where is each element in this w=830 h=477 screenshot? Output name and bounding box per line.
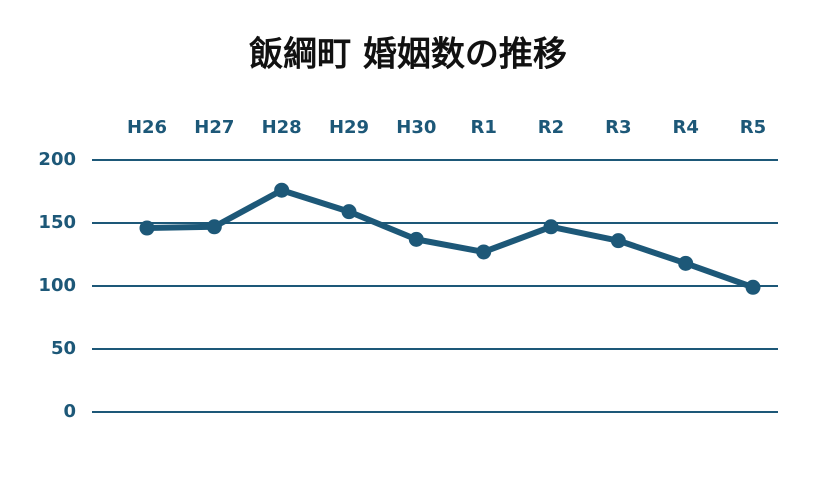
point: [678, 255, 694, 271]
y-tick-label: 0: [63, 401, 76, 422]
x-tick-label: H30: [396, 117, 436, 138]
chart-title: 飯綱町 婚姻数の推移: [249, 35, 567, 75]
x-tick-label: R5: [740, 117, 766, 138]
x-tick-label: R4: [672, 117, 698, 138]
x-tick-label: H28: [262, 117, 302, 138]
y-tick-label: 100: [38, 275, 76, 296]
y-tick-label: 150: [38, 212, 76, 233]
y-tick-label: 200: [38, 149, 76, 170]
line: [146, 187, 755, 291]
point: [408, 231, 424, 247]
point: [341, 204, 357, 220]
point: [543, 219, 559, 235]
point: [206, 219, 222, 235]
x-tick-label: R2: [538, 117, 564, 138]
point: [745, 279, 761, 295]
x-tick-label: H27: [194, 117, 234, 138]
x-tick-label: H26: [127, 117, 167, 138]
point: [274, 182, 290, 198]
point: [610, 233, 626, 249]
x-tick-label: R3: [605, 117, 631, 138]
point: [476, 244, 492, 260]
x-tick-label: R1: [470, 117, 496, 138]
y-tick-label: 50: [51, 338, 76, 359]
point: [139, 220, 155, 236]
x-tick-label: H29: [329, 117, 369, 138]
